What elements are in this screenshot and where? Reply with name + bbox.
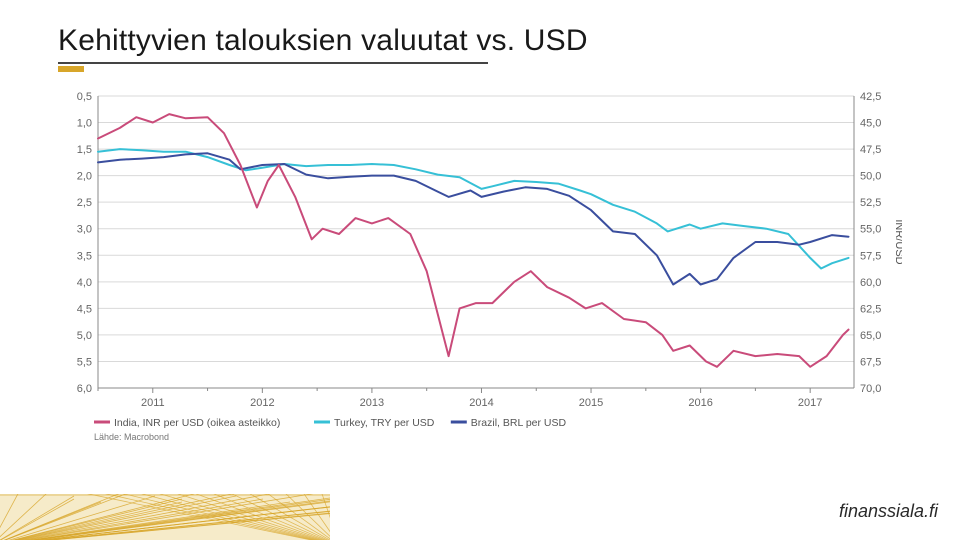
svg-text:1,0: 1,0 — [77, 118, 92, 130]
fx-chart: 0,5 1,0 1,5 2,0 2,5 3,0 3,5 4,0 4,5 5,0 5,5 6,0 42,5… — [58, 90, 902, 450]
svg-text:60,0: 60,0 — [860, 277, 881, 289]
svg-text:2011: 2011 — [141, 397, 165, 409]
svg-text:2,0: 2,0 — [77, 171, 92, 183]
svg-text:INR/USD: INR/USD — [893, 219, 902, 264]
svg-text:4,5: 4,5 — [77, 303, 92, 315]
svg-text:45,0: 45,0 — [860, 118, 881, 130]
svg-text:42,5: 42,5 — [860, 91, 881, 103]
svg-text:47,5: 47,5 — [860, 144, 881, 156]
svg-text:3,5: 3,5 — [77, 250, 92, 262]
svg-text:6,0: 6,0 — [77, 383, 92, 395]
title-underline — [58, 62, 488, 64]
chart-svg: 0,5 1,0 1,5 2,0 2,5 3,0 3,5 4,0 4,5 5,0 5,5 6,0 42,5… — [58, 90, 902, 450]
svg-text:2017: 2017 — [798, 397, 822, 409]
svg-text:55,0: 55,0 — [860, 224, 881, 236]
svg-text:Brazil, BRL per USD: Brazil, BRL per USD — [471, 417, 567, 429]
footer: finanssiala.fi — [0, 494, 960, 540]
svg-text:70,0: 70,0 — [860, 383, 881, 395]
footer-decoration — [0, 494, 330, 540]
svg-text:2012: 2012 — [250, 397, 274, 409]
svg-text:Lähde: Macrobond: Lähde: Macrobond — [94, 432, 169, 442]
accent-bar — [58, 66, 84, 72]
svg-text:India, INR per USD (oikea aste: India, INR per USD (oikea asteikko) — [114, 417, 280, 429]
svg-text:52,5: 52,5 — [860, 197, 881, 209]
svg-text:57,5: 57,5 — [860, 250, 881, 262]
svg-text:5,5: 5,5 — [77, 356, 92, 368]
svg-text:65,0: 65,0 — [860, 330, 881, 342]
page-title: Kehittyvien talouksien valuutat vs. USD — [58, 24, 588, 58]
svg-text:1,5: 1,5 — [77, 144, 92, 156]
svg-text:2,5: 2,5 — [77, 197, 92, 209]
svg-text:2013: 2013 — [360, 397, 384, 409]
svg-text:50,0: 50,0 — [860, 171, 881, 183]
svg-text:2016: 2016 — [688, 397, 712, 409]
svg-text:3,0: 3,0 — [77, 224, 92, 236]
svg-text:62,5: 62,5 — [860, 303, 881, 315]
svg-text:2014: 2014 — [469, 397, 493, 409]
svg-text:2015: 2015 — [579, 397, 603, 409]
svg-text:Turkey, TRY per USD: Turkey, TRY per USD — [334, 417, 435, 429]
footer-brand: finanssiala.fi — [839, 501, 938, 522]
svg-text:0,5: 0,5 — [77, 91, 92, 103]
svg-text:4,0: 4,0 — [77, 277, 92, 289]
svg-text:67,5: 67,5 — [860, 356, 881, 368]
svg-text:5,0: 5,0 — [77, 330, 92, 342]
